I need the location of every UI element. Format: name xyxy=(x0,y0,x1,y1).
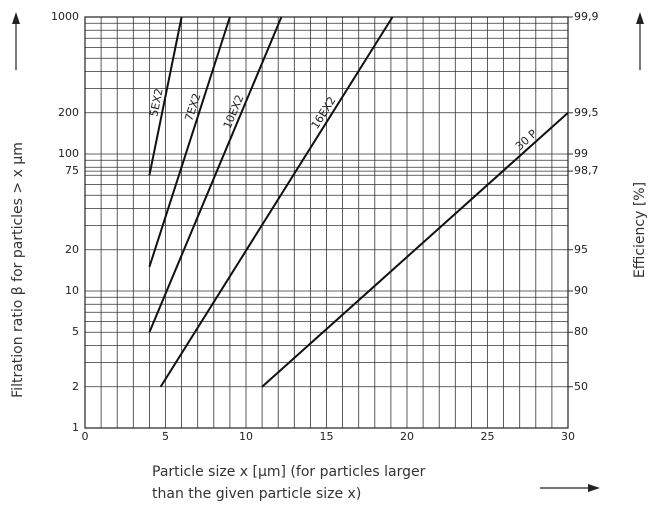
x-tick-label: 5 xyxy=(162,430,169,443)
x-tick-label: 25 xyxy=(481,430,495,443)
y-tick-label: 10 xyxy=(65,284,79,297)
y-tick-label: 2 xyxy=(72,380,79,393)
y2-tick-label: 95 xyxy=(574,243,588,256)
x-tick-label: 10 xyxy=(239,430,253,443)
y2-tick-label: 99,9 xyxy=(574,10,599,23)
arrow-head xyxy=(588,484,600,492)
y-tick-label: 75 xyxy=(65,164,79,177)
series-line xyxy=(148,16,231,268)
y-tick-label: 5 xyxy=(72,325,79,338)
y2-tick-label: 98,7 xyxy=(574,164,599,177)
series-line xyxy=(261,112,569,388)
y-tick-label: 1 xyxy=(72,421,79,434)
x-tick-label: 15 xyxy=(320,430,334,443)
arrow-head xyxy=(12,12,20,24)
x-tick-label: 20 xyxy=(400,430,414,443)
series-line xyxy=(148,16,183,176)
y2-tick-label: 50 xyxy=(574,380,588,393)
arrow-head xyxy=(636,12,644,24)
y2-tick-label: 99 xyxy=(574,147,588,160)
series-line xyxy=(159,16,394,388)
y-tick-label: 200 xyxy=(58,106,79,119)
y2-tick-label: 99,5 xyxy=(574,106,599,119)
x-axis-label: than the given particle size x) xyxy=(152,486,361,502)
y-tick-label: 1000 xyxy=(51,10,79,23)
y2-tick-label: 80 xyxy=(574,325,588,338)
y-tick-label: 20 xyxy=(65,243,79,256)
y2-tick-label: 90 xyxy=(574,284,588,297)
x-axis-label: Particle size x [µm] (for particles larg… xyxy=(152,464,426,480)
plot-frame xyxy=(84,16,569,429)
series-line xyxy=(148,16,283,333)
series-label: 5EX2 xyxy=(147,87,165,118)
y-axis-label: Filtration ratio β for particles > x µm xyxy=(10,142,26,398)
x-tick-label: 30 xyxy=(561,430,575,443)
x-tick-label: 0 xyxy=(82,430,89,443)
y-tick-label: 100 xyxy=(58,147,79,160)
y2-axis-label: Efficiency [%] xyxy=(632,182,648,278)
